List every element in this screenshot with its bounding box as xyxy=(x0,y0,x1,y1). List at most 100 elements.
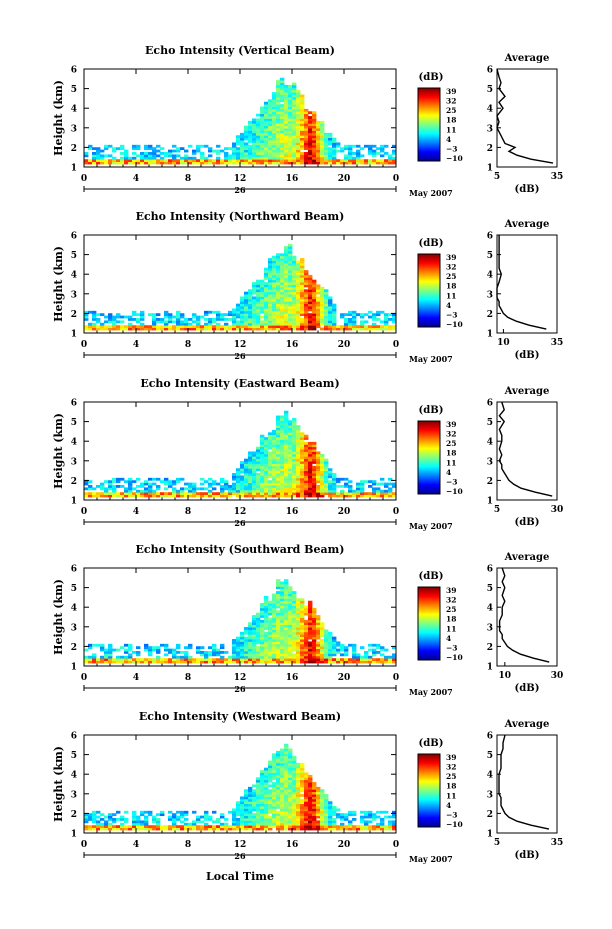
heatmap-cell xyxy=(328,327,333,331)
heatmap-cell xyxy=(296,449,301,452)
heatmap-cell xyxy=(260,451,265,455)
heatmap-cell xyxy=(296,306,301,309)
heatmap-cell xyxy=(300,286,305,290)
heatmap-cell xyxy=(256,825,261,829)
heatmap-cell xyxy=(296,451,301,455)
heatmap-cell xyxy=(304,634,309,638)
heatmap-cell xyxy=(360,827,365,831)
heatmap-cell xyxy=(288,767,293,771)
heatmap-cell xyxy=(376,159,381,163)
heatmap-cell xyxy=(348,822,353,826)
heatmap-cell xyxy=(276,641,281,645)
heatmap-cell xyxy=(344,813,349,817)
heatmap-cell xyxy=(312,140,317,143)
heatmap-cell xyxy=(252,282,257,285)
heatmap-cell xyxy=(272,607,277,611)
heatmap-cell xyxy=(324,289,329,293)
heatmap-cell xyxy=(364,159,369,163)
heatmap-cell xyxy=(316,315,321,319)
heatmap-cell xyxy=(288,801,293,805)
heatmap-cell xyxy=(192,494,197,498)
heatmap-cell xyxy=(312,615,317,618)
heatmap-cell xyxy=(272,140,277,143)
heatmap-cell xyxy=(280,159,285,163)
heatmap-cell xyxy=(392,813,397,817)
heatmap-cell xyxy=(96,825,101,829)
heatmap-cell xyxy=(364,660,369,664)
heatmap-cell xyxy=(284,794,289,797)
heatmap-cell xyxy=(388,660,393,664)
heatmap-cell xyxy=(316,801,321,805)
heatmap-cell xyxy=(272,310,277,314)
heatmap-cell xyxy=(100,813,105,817)
heatmap-cell xyxy=(296,482,301,486)
heatmap-cell xyxy=(268,118,273,122)
heatmap-cell xyxy=(284,415,289,419)
heatmap-cell xyxy=(268,298,273,302)
heatmap-cell xyxy=(284,104,289,107)
heatmap-cell xyxy=(392,820,397,824)
heatmap-cell xyxy=(272,432,277,436)
heatmap-cell xyxy=(300,439,305,443)
heatmap-cell xyxy=(316,796,321,800)
heatmap-cell xyxy=(272,619,277,623)
heatmap-cell xyxy=(296,291,301,295)
heatmap-cell xyxy=(316,653,321,657)
heatmap-cell xyxy=(248,489,253,493)
heatmap-cell xyxy=(240,301,245,305)
heatmap-cell xyxy=(84,327,89,331)
heatmap-cell xyxy=(300,634,305,638)
heatmap-cell xyxy=(304,147,309,151)
heatmap-cell xyxy=(344,651,349,654)
heatmap-cell xyxy=(324,818,329,821)
heatmap-cell xyxy=(172,156,177,160)
heatmap-cell xyxy=(172,494,177,498)
heatmap-cell xyxy=(288,748,293,752)
heatmap-cell xyxy=(320,123,325,127)
heatmap-cell xyxy=(296,439,301,443)
heatmap-cell xyxy=(288,310,293,314)
heatmap-cell xyxy=(292,291,297,295)
heatmap-cell xyxy=(248,622,253,626)
avg-x-tick-label: 30 xyxy=(551,671,564,681)
heatmap-cell xyxy=(88,494,93,498)
heatmap-cell xyxy=(264,789,269,793)
colorbar xyxy=(417,420,441,495)
heatmap-cell xyxy=(296,622,301,626)
heatmap-cell xyxy=(292,617,297,621)
heatmap-cell xyxy=(320,144,325,148)
heatmap-cell xyxy=(144,827,149,831)
heatmap-cell xyxy=(208,646,213,650)
heatmap-cell xyxy=(136,144,141,148)
heatmap-cell xyxy=(284,489,289,493)
heatmap-cell xyxy=(304,315,309,319)
heatmap-cell xyxy=(244,132,249,136)
y-tick-label: 4 xyxy=(71,105,77,115)
heatmap-cell xyxy=(280,458,285,462)
heatmap-cell xyxy=(304,125,309,129)
heatmap-cell xyxy=(176,313,181,317)
heatmap-cell xyxy=(328,325,333,329)
heatmap-cell xyxy=(276,622,281,626)
heatmap-cell xyxy=(284,603,289,606)
heatmap-cell xyxy=(252,137,257,141)
heatmap-cell xyxy=(284,318,289,321)
heatmap-cell xyxy=(320,477,325,481)
heatmap-cell xyxy=(336,827,341,831)
heatmap-cell xyxy=(252,289,257,293)
heatmap-cell xyxy=(284,655,289,659)
heatmap-cell xyxy=(152,159,157,163)
heatmap-cell xyxy=(284,796,289,800)
avg-y-tick-label: 3 xyxy=(487,790,493,800)
heatmap-cell xyxy=(128,655,133,659)
panel-title: Echo Intensity (Westward Beam) xyxy=(139,710,341,723)
heatmap-cell xyxy=(196,320,201,324)
heatmap-cell xyxy=(240,154,245,158)
heatmap-cell xyxy=(284,147,289,151)
heatmap-cell xyxy=(328,648,333,652)
heatmap-cell xyxy=(292,810,297,814)
heatmap-cell xyxy=(272,99,277,103)
heatmap-cell xyxy=(300,159,305,163)
heatmap-cell xyxy=(264,643,269,647)
heatmap-cell xyxy=(296,142,301,146)
